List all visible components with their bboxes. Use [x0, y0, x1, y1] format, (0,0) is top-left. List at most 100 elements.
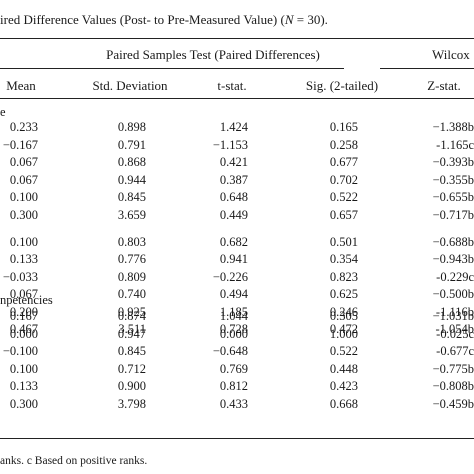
cell-mean: 0.300	[9, 397, 38, 411]
table-bottom-rule	[0, 438, 474, 439]
table-caption: ired Difference Values (Post- to Pre-Mea…	[0, 12, 328, 28]
cell-std-deviation: 0.925	[117, 305, 146, 319]
cell-mean: 0.200	[9, 305, 38, 319]
cell-mean: −0.100	[2, 344, 38, 359]
cell-z-stat: −0.459b	[432, 397, 474, 411]
caption-n-symbol: N	[284, 12, 294, 27]
col-header-sig-2-tailed: Sig. (2-tailed)	[305, 78, 379, 93]
cell-z-stat: −0.775b	[432, 361, 474, 376]
cell-std-deviation: 0.947	[117, 326, 146, 341]
cell-std-deviation: 0.944	[117, 173, 146, 187]
cell-std-deviation: 0.776	[117, 252, 146, 266]
cell-t-stat: 0.421	[219, 155, 248, 169]
cell-z-stat: -0.025c	[436, 326, 474, 341]
cell-sig-2-tailed: 0.165	[329, 120, 358, 134]
cell-sig-2-tailed: 0.258	[329, 138, 358, 152]
cell-t-stat: 1.185	[219, 305, 248, 319]
cell-sig-2-tailed: 0.423	[329, 379, 358, 394]
table-top-rule	[0, 38, 474, 39]
cell-mean: 0.067	[9, 287, 38, 301]
paired-samples-group-header: Paired Samples Test (Paired Differences)	[106, 47, 320, 62]
cell-mean: 0.133	[9, 252, 38, 266]
cell-std-deviation: 0.845	[117, 344, 146, 359]
cell-std-deviation: 3.659	[117, 208, 146, 222]
cell-t-stat: 0.728	[219, 322, 248, 336]
cell-sig-2-tailed: 0.501	[329, 235, 358, 249]
cell-z-stat: −0.943b	[432, 252, 474, 266]
cell-mean: 0.133	[9, 379, 38, 394]
section-label-3: npetencies	[0, 293, 53, 307]
cell-z-stat: -0.677c	[436, 344, 474, 359]
cell-z-stat: −0.808b	[432, 379, 474, 394]
cell-mean: 0.067	[9, 155, 38, 169]
cell-sig-2-tailed: 0.657	[329, 208, 358, 222]
cell-mean: −0.167	[2, 138, 38, 152]
cell-std-deviation: 0.845	[117, 190, 146, 204]
caption-text: ired Difference Values (Post- to Pre-Mea…	[0, 12, 285, 27]
cell-t-stat: 0.387	[219, 173, 248, 187]
cell-z-stat: −0.355b	[432, 173, 474, 187]
cell-z-stat: −1.031b	[432, 309, 474, 323]
cell-z-stat: −1.388b	[432, 120, 474, 134]
cell-std-deviation: 0.740	[117, 287, 146, 301]
cell-t-stat: 0.769	[219, 361, 248, 376]
cell-z-stat: −0.717b	[432, 208, 474, 222]
caption-n-value: = 30).	[293, 12, 328, 27]
cell-t-stat: −0.226	[212, 270, 248, 284]
cell-std-deviation: 0.900	[117, 379, 146, 394]
cell-t-stat: −0.648	[212, 344, 248, 359]
cell-sig-2-tailed: 0.246	[329, 305, 358, 319]
cell-mean: 0.000	[9, 326, 38, 341]
cell-z-stat: −0.688b	[432, 235, 474, 249]
col-header-t-stat: t-stat.	[217, 78, 247, 93]
cell-mean: 0.233	[9, 120, 38, 134]
cell-z-stat: -1.054b	[435, 322, 474, 336]
col-header-std-deviation: Std. Deviation	[92, 78, 168, 93]
cell-sig-2-tailed: 0.702	[329, 173, 358, 187]
cell-std-deviation: 0.712	[117, 361, 146, 376]
cell-t-stat: 0.648	[219, 190, 248, 204]
table-footnote: anks. c Based on positive ranks.	[0, 455, 148, 467]
wilcoxon-group-header: Wilcox	[432, 47, 470, 62]
col-header-mean: Mean	[6, 78, 36, 93]
cell-sig-2-tailed: 0.354	[329, 252, 358, 266]
cell-t-stat: 0.000	[219, 326, 248, 341]
cell-t-stat: 0.433	[219, 397, 248, 411]
cell-std-deviation: 0.791	[117, 138, 146, 152]
cell-t-stat: 0.449	[219, 208, 248, 222]
cell-mean: 0.100	[9, 235, 38, 249]
cell-std-deviation: 0.803	[117, 235, 146, 249]
cell-z-stat: −0.655b	[432, 190, 474, 204]
cell-mean: −0.033	[2, 270, 38, 284]
cell-mean: 0.067	[9, 173, 38, 187]
cell-mean: 0.167	[9, 309, 38, 323]
cell-sig-2-tailed: 0.472	[329, 322, 358, 336]
cell-std-deviation: 3.511	[118, 322, 146, 336]
cell-std-deviation: 0.868	[117, 155, 146, 169]
cell-sig-2-tailed: 0.677	[329, 155, 358, 169]
wilcoxon-group-underline	[380, 68, 474, 69]
header-bottom-rule	[0, 98, 474, 99]
paired-group-underline	[0, 68, 344, 69]
cell-z-stat: -1.116b	[435, 305, 474, 319]
cell-mean: 0.467	[9, 322, 38, 336]
cell-z-stat: −0.393b	[432, 155, 474, 169]
cell-std-deviation: 0.898	[117, 120, 146, 134]
cell-sig-2-tailed: 0.668	[329, 397, 358, 411]
cell-t-stat: 0.682	[219, 235, 248, 249]
cell-t-stat: −1.153	[212, 138, 248, 152]
cell-std-deviation: 3.798	[117, 397, 146, 411]
cell-sig-2-tailed: 0.448	[329, 361, 358, 376]
cell-mean: 0.100	[9, 361, 38, 376]
cell-sig-2-tailed: 0.522	[329, 344, 358, 359]
cell-sig-2-tailed: 0.625	[329, 287, 358, 301]
cell-z-stat: -0.229c	[436, 270, 474, 284]
section-label-1: e	[0, 105, 6, 119]
cell-t-stat: 1.424	[219, 120, 248, 134]
cell-t-stat: 0.494	[219, 287, 248, 301]
cell-sig-2-tailed: 1.000	[329, 326, 358, 341]
cell-mean: 0.100	[9, 190, 38, 204]
cell-t-stat: 1.044	[219, 309, 248, 323]
cell-mean: 0.300	[9, 208, 38, 222]
